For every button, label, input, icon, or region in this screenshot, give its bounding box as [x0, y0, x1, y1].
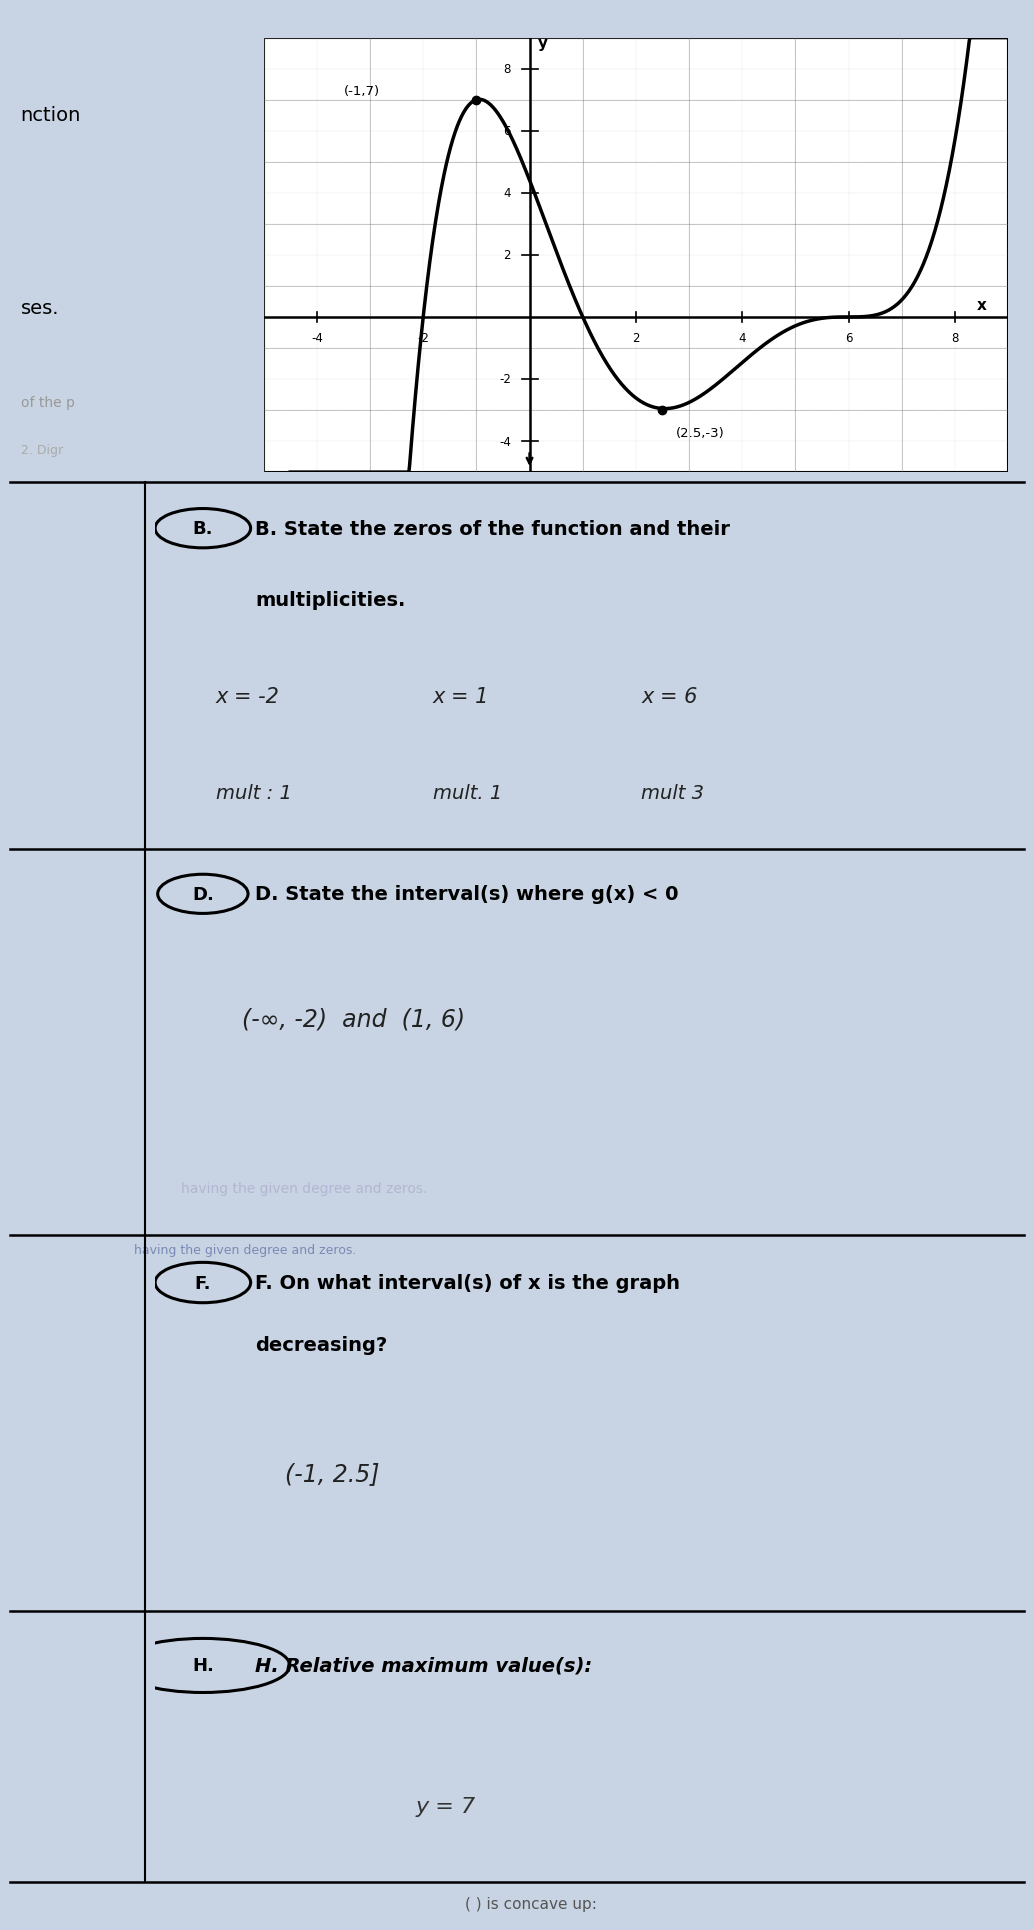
Text: -2: -2 [418, 332, 429, 345]
Text: decreasing?: decreasing? [255, 1336, 388, 1355]
Text: B.: B. [192, 519, 213, 538]
Text: ( ) is concave up:: ( ) is concave up: [465, 1895, 598, 1911]
Text: y = 7: y = 7 [416, 1797, 476, 1816]
Text: F.: F. [194, 1274, 211, 1291]
Text: -4: -4 [499, 436, 511, 448]
Text: H. Relative maximum value(s):: H. Relative maximum value(s): [255, 1656, 592, 1675]
Text: having the given degree and zeros.: having the given degree and zeros. [181, 1181, 427, 1195]
Text: (2.5,-3): (2.5,-3) [676, 427, 725, 440]
Text: 8: 8 [951, 332, 959, 345]
Text: -2: -2 [499, 372, 511, 386]
Text: y: y [538, 37, 548, 50]
Text: mult. 1: mult. 1 [433, 784, 503, 803]
Bar [264, 39, 1008, 473]
Text: 8: 8 [504, 64, 511, 75]
Text: (-∞, -2)  and  (1, 6): (-∞, -2) and (1, 6) [242, 1007, 465, 1031]
Text: 6: 6 [504, 125, 511, 139]
Text: 4: 4 [504, 187, 511, 201]
Text: 2: 2 [504, 249, 511, 262]
Text: multiplicities.: multiplicities. [255, 591, 405, 610]
Text: F. On what interval(s) of x is the graph: F. On what interval(s) of x is the graph [255, 1274, 680, 1293]
Text: having the given degree and zeros.: having the given degree and zeros. [134, 1243, 357, 1256]
Text: x: x [977, 297, 986, 313]
Text: D.: D. [192, 886, 214, 903]
Text: (-1, 2.5]: (-1, 2.5] [285, 1461, 379, 1486]
Text: 2. Digr: 2. Digr [21, 444, 63, 457]
Text: x = 6: x = 6 [641, 687, 698, 706]
Text: (-1,7): (-1,7) [343, 85, 379, 98]
Text: of the p: of the p [21, 396, 74, 409]
Text: -4: -4 [311, 332, 323, 345]
Text: B. State the zeros of the function and their: B. State the zeros of the function and t… [255, 519, 730, 538]
Text: D. State the interval(s) where g(x) < 0: D. State the interval(s) where g(x) < 0 [255, 884, 678, 903]
Text: x = 1: x = 1 [433, 687, 489, 706]
Text: ses.: ses. [21, 299, 59, 318]
Text: 2: 2 [632, 332, 640, 345]
Text: H.: H. [192, 1656, 214, 1675]
Text: nction: nction [21, 106, 81, 125]
Text: 6: 6 [845, 332, 852, 345]
Text: mult 3: mult 3 [641, 784, 704, 803]
Text: mult : 1: mult : 1 [216, 784, 292, 803]
Text: 4: 4 [738, 332, 746, 345]
Text: x = -2: x = -2 [216, 687, 280, 706]
